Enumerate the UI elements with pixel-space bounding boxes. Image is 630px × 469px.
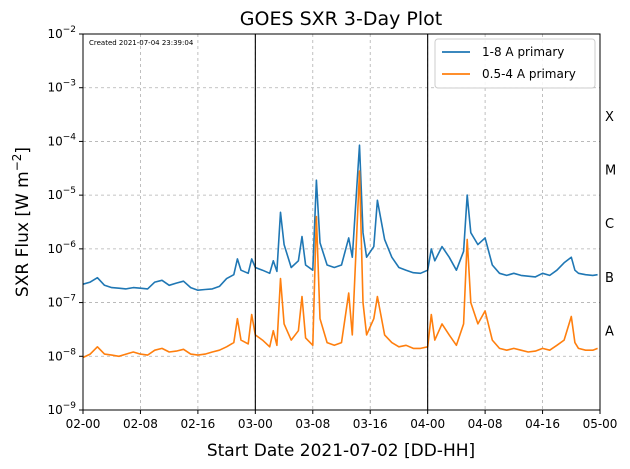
x-tick-label: 05-00 [583,417,618,431]
y-tick-label: 10−4 [47,132,76,148]
legend-label: 0.5-4 A primary [482,67,576,81]
x-tick-label: 04-16 [525,417,560,431]
x-tick-label: 04-08 [468,417,503,431]
y-tick-exponent: −3 [63,79,76,89]
flare-class-a: A [605,325,614,340]
x-axis-label: Start Date 2021-07-02 [DD-HH] [207,441,475,461]
y-tick-base: 10 [47,27,62,41]
y-tick-exponent: −8 [63,347,77,357]
x-tick-label: 04-00 [410,417,445,431]
flare-class-x: X [605,110,614,125]
y-axis-label-text: SXR Flux [W m [13,171,33,297]
legend-label: 1-8 A primary [482,45,564,59]
x-tick-label: 02-08 [123,417,158,431]
plot-area [82,34,598,410]
y-tick-exponent: −4 [63,132,77,142]
x-tick-label: 03-16 [353,417,388,431]
y-tick-exponent: −5 [63,186,76,196]
chart-title: GOES SXR 3-Day Plot [240,8,442,30]
plot-frame [82,33,601,411]
y-tick-base: 10 [47,296,62,310]
y-tick-label: 10−7 [47,294,76,310]
y-tick-base: 10 [47,242,62,256]
y-tick-exponent: −9 [63,401,77,411]
y-tick-label: 10−3 [47,79,76,95]
series-line-2 [82,170,598,359]
y-tick-base: 10 [47,134,62,148]
x-tick-label: 02-16 [180,417,215,431]
y-axis-label: SXR Flux [W m−2] [10,147,33,297]
y-tick-label: 10−2 [47,25,76,41]
legend-box [434,38,596,89]
y-tick-exponent: −6 [63,240,77,250]
flare-class-m: M [605,164,616,179]
y-tick-label: 10−9 [47,401,76,417]
created-note: Created 2021-07-04 23:39:04 [89,39,194,47]
grid-lines [82,33,601,411]
series-line-1 [82,144,598,291]
x-tick-label: 03-08 [295,417,330,431]
x-tick-label: 02-00 [66,417,101,431]
flare-class-labels: A B C M X [605,110,616,340]
y-tick-label: 10−8 [47,347,76,363]
x-tick-label: 03-00 [238,417,273,431]
legend: 1-8 A primary 0.5-4 A primary [434,38,596,89]
y-tick-label: 10−5 [47,186,76,202]
axes: 10−910−810−710−610−510−410−310−202-00 02-… [47,25,617,431]
y-tick-base: 10 [47,81,62,95]
flare-class-c: C [605,217,614,232]
y-tick-base: 10 [47,403,62,417]
y-tick-exponent: −7 [63,294,76,304]
y-tick-exponent: −2 [63,25,76,35]
y-tick-base: 10 [47,349,62,363]
y-axis-label-exponent: −2 [10,154,24,172]
y-tick-label: 10−6 [47,240,76,256]
y-tick-base: 10 [47,188,62,202]
y-axis-label-suffix: ] [13,147,33,154]
flare-class-b: B [605,271,614,286]
